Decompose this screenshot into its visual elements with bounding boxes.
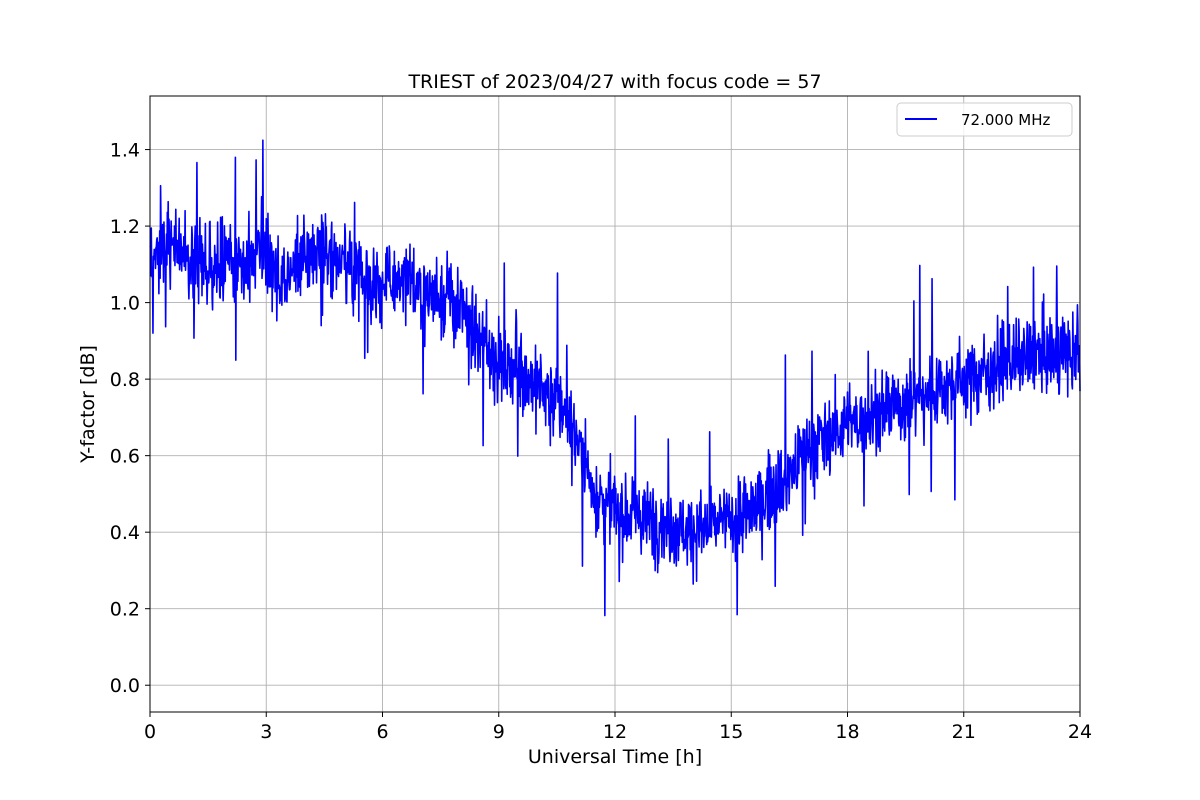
x-tick-label: 0 <box>144 721 156 743</box>
x-tick-label: 12 <box>603 721 627 743</box>
x-axis-label: Universal Time [h] <box>528 746 702 768</box>
x-tick-label: 15 <box>719 721 743 743</box>
x-tick-label: 21 <box>952 721 976 743</box>
legend-label: 72.000 MHz <box>961 111 1050 129</box>
y-tick-label: 0.0 <box>110 675 140 697</box>
y-tick-label: 0.4 <box>110 522 140 544</box>
chart-title: TRIEST of 2023/04/27 with focus code = 5… <box>407 71 821 93</box>
x-tick-label: 6 <box>376 721 388 743</box>
x-tick-label: 18 <box>835 721 859 743</box>
y-tick-label: 1.4 <box>110 140 140 162</box>
y-tick-label: 0.2 <box>110 599 140 621</box>
series-layer <box>149 139 1081 617</box>
y-tick-label: 0.6 <box>110 446 140 468</box>
ticks: 0 3 6 9 12 15 18 21 24 0.0 0.2 0.4 0.6 0.8 1.0 1.2 1.4 <box>110 140 1092 743</box>
y-tick-label: 0.8 <box>110 369 140 391</box>
y-axis-label: Y-factor [dB] <box>77 345 99 464</box>
x-tick-label: 9 <box>493 721 505 743</box>
x-tick-label: 3 <box>260 721 272 743</box>
series-line <box>149 139 1081 617</box>
legend-box <box>896 102 1073 137</box>
y-tick-label: 1.0 <box>110 293 140 315</box>
x-tick-label: 24 <box>1068 721 1092 743</box>
y-tick-label: 1.2 <box>110 216 140 238</box>
legend: 72.000 MHz <box>896 102 1073 137</box>
